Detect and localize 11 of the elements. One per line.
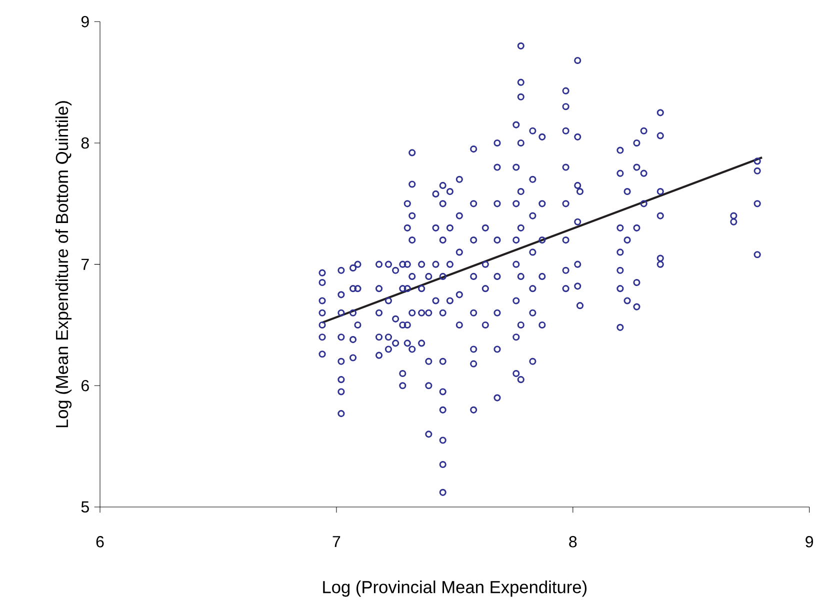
x-axis-title: Log (Provincial Mean Expenditure) xyxy=(323,580,586,597)
x-tick-label: 6 xyxy=(96,536,104,548)
y-tick-label: 7 xyxy=(82,258,89,270)
y-tick-label: 6 xyxy=(82,380,89,392)
x-tick-label: 9 xyxy=(806,536,814,548)
y-tick-label: 9 xyxy=(81,16,89,28)
x-tick-label: 7 xyxy=(332,536,340,548)
x-tick-label: 8 xyxy=(569,536,577,548)
y-tick-label: 8 xyxy=(81,137,89,149)
y-axis-title: Log (Mean Expenditure of Bottom Quintile) xyxy=(55,101,72,428)
y-tick-label: 5 xyxy=(81,501,89,513)
